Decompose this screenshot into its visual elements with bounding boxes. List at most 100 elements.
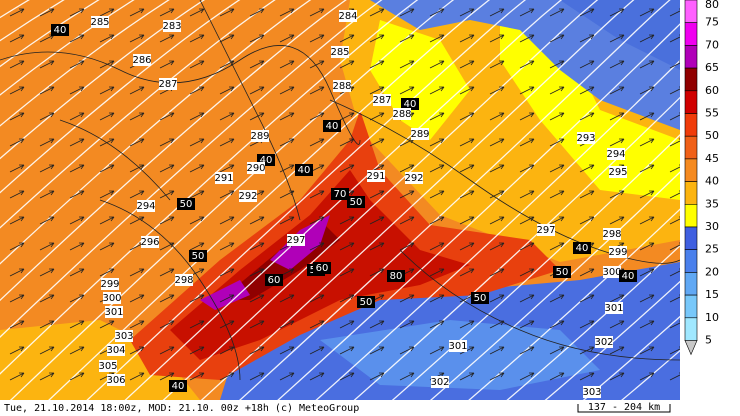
arrow	[189, 190, 205, 199]
contour-label: 40	[298, 165, 311, 176]
arrow	[579, 346, 595, 355]
arrow	[279, 60, 295, 69]
contour-label-box	[169, 380, 187, 392]
contour-label-box	[189, 250, 207, 262]
arrow	[129, 190, 145, 199]
arrow	[69, 320, 85, 329]
arrow	[189, 138, 205, 147]
arrow	[189, 112, 205, 121]
arrow	[639, 346, 655, 355]
contour-label-box	[265, 274, 283, 286]
arrow	[579, 34, 595, 43]
colorbar-swatch	[684, 135, 698, 160]
contour-label: 285	[90, 17, 109, 28]
arrow	[399, 320, 415, 329]
arrow	[159, 138, 175, 147]
arrow	[519, 190, 535, 199]
contour-label: 305	[98, 361, 117, 372]
arrow	[249, 268, 265, 277]
arrow	[369, 372, 385, 381]
arrow	[249, 86, 265, 95]
arrow	[339, 242, 355, 251]
arrow	[159, 294, 175, 303]
arrow	[639, 268, 655, 277]
arrow	[129, 34, 145, 43]
arrow	[519, 112, 535, 121]
arrow	[279, 216, 295, 225]
arrow	[369, 8, 385, 17]
contour-label: 40	[172, 381, 185, 392]
arrow	[429, 320, 445, 329]
arrow	[519, 34, 535, 43]
arrow	[429, 242, 445, 251]
arrow	[489, 242, 505, 251]
arrow	[639, 242, 655, 251]
isentrope	[429, 171, 680, 400]
arrow	[489, 268, 505, 277]
arrow	[9, 8, 25, 17]
arrow	[339, 60, 355, 69]
contour-label: 302	[430, 377, 449, 388]
arrow	[9, 320, 25, 329]
contour-label-box	[141, 236, 159, 248]
contour-label-box	[603, 266, 621, 278]
arrow	[129, 294, 145, 303]
colorbar-label: 75	[705, 16, 719, 29]
arrow	[249, 320, 265, 329]
arrow	[9, 268, 25, 277]
arrow	[99, 112, 115, 121]
contour-label: 300	[602, 267, 621, 278]
arrow	[639, 216, 655, 225]
contour-label: 291	[366, 171, 385, 182]
borders	[0, 0, 680, 381]
arrow	[279, 86, 295, 95]
isentrope	[391, 134, 680, 400]
arrow	[429, 60, 445, 69]
contour-label-box	[401, 98, 419, 110]
arrow	[669, 320, 680, 329]
contour-label-box	[313, 262, 331, 274]
arrow	[9, 242, 25, 251]
arrow	[519, 372, 535, 381]
arrow	[339, 112, 355, 121]
colorbar-label: 20	[705, 265, 719, 278]
colorbar-swatch	[684, 317, 698, 341]
arrow	[219, 372, 235, 381]
arrow	[399, 190, 415, 199]
contour-label-box	[51, 24, 69, 36]
isentrope	[0, 0, 312, 265]
contour-label-box	[405, 172, 423, 184]
colorbar-label: 70	[705, 38, 719, 51]
arrow	[39, 294, 55, 303]
contour-label-box	[133, 54, 151, 66]
colorbar-label: 40	[705, 175, 719, 188]
contour-label: 293	[576, 133, 595, 144]
arrow	[219, 320, 235, 329]
contour-label: 294	[136, 201, 155, 212]
arrow	[9, 138, 25, 147]
arrow	[159, 216, 175, 225]
arrow	[189, 242, 205, 251]
contour-label: 80	[390, 271, 403, 282]
contour-label: 289	[410, 129, 429, 140]
colorbar-label: 30	[705, 220, 719, 233]
arrow	[39, 372, 55, 381]
arrow	[489, 112, 505, 121]
arrow	[489, 86, 505, 95]
arrow	[639, 164, 655, 173]
arrow	[429, 190, 445, 199]
contour-label: 70	[334, 189, 347, 200]
arrow	[459, 190, 475, 199]
arrow	[309, 346, 325, 355]
arrow	[339, 294, 355, 303]
arrow	[9, 190, 25, 199]
contour-label: 289	[250, 131, 269, 142]
arrow	[219, 112, 235, 121]
arrow	[579, 372, 595, 381]
contour-label-box	[323, 120, 341, 132]
arrow	[669, 268, 680, 277]
arrow	[579, 268, 595, 277]
contour-label: 40	[54, 25, 67, 36]
arrow	[39, 268, 55, 277]
